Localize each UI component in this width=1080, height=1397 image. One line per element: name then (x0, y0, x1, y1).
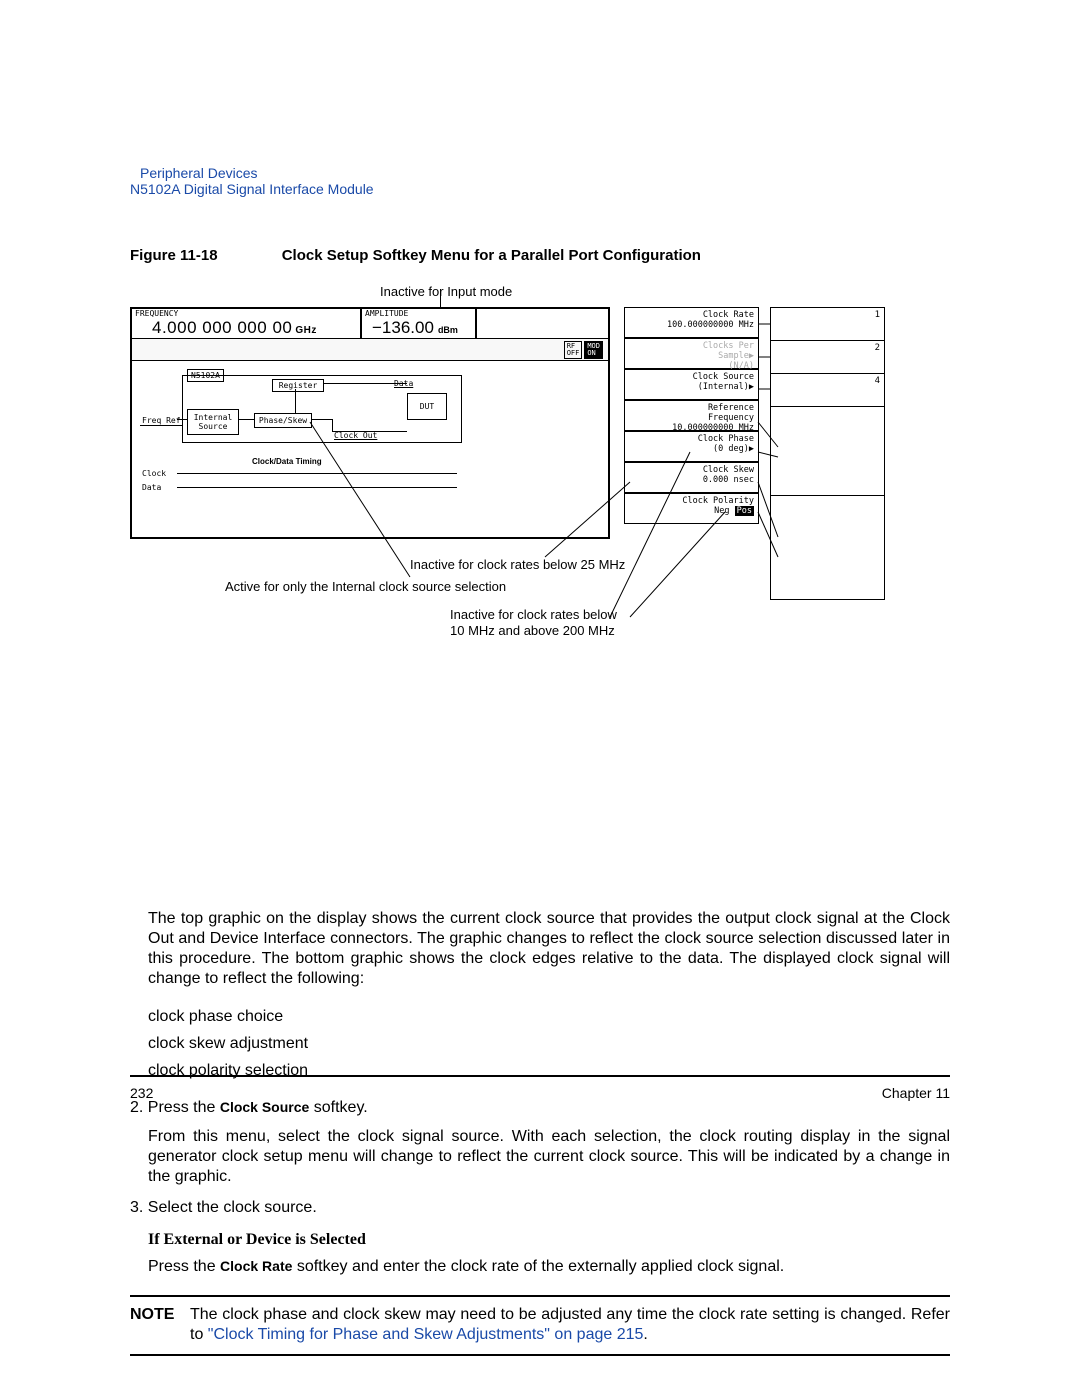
clock-rate-softkey-ref: Clock Rate (220, 1258, 292, 1274)
step-3-body: Press the Clock Rate softkey and enter t… (148, 1257, 950, 1277)
softkey-clock-phase[interactable]: Clock Phase (0 deg)▶ (624, 431, 759, 462)
note-block: NOTE The clock phase and clock skew may … (130, 1295, 950, 1357)
annotation-below-2: Active for only the Internal clock sourc… (225, 579, 506, 594)
softkey-clock-skew[interactable]: Clock Skew 0.000 nsec (624, 462, 759, 493)
instrument-screen: FREQUENCY 4.000 000 000 00GHz AMPLITUDE … (130, 307, 610, 539)
callout-box-4: 4 (770, 373, 885, 407)
callout-box-1: 1 (770, 307, 885, 341)
frequency-readout: FREQUENCY 4.000 000 000 00GHz (132, 309, 362, 338)
softkey-clock-polarity[interactable]: Clock Polarity Neg Pos (624, 493, 759, 524)
figure-number: Figure 11-18 (130, 247, 218, 264)
timing-clock-label: Clock (142, 469, 166, 478)
callout-box-large-2 (770, 495, 885, 600)
bullet-1: clock phase choice (148, 1003, 950, 1030)
amplitude-readout: AMPLITUDE −136.00dBm (362, 309, 477, 338)
page-number: 232 (130, 1085, 153, 1101)
figure-caption: Figure 11-18 Clock Setup Softkey Menu fo… (130, 247, 950, 264)
step-3: 3. Select the clock source. (130, 1199, 950, 1217)
step-2: 2. Press the Clock Source softkey. (130, 1099, 950, 1117)
annotation-below-1: Inactive for clock rates below 25 MHz (410, 557, 625, 572)
softkey-reference-frequency[interactable]: Reference Frequency 10.000000000 MHz (624, 400, 759, 431)
amplitude-value: −136.00dBm (362, 318, 475, 338)
rf-indicator: RF OFF (564, 341, 583, 359)
indicator-row: RF OFF MOD ON (132, 339, 608, 361)
callout-box-large-1 (770, 406, 885, 496)
annotation-top: Inactive for Input mode (380, 284, 950, 299)
annotation-below-3b: 10 MHz and above 200 MHz (450, 623, 615, 638)
note-body: The clock phase and clock skew may need … (190, 1305, 950, 1347)
mod-indicator: MOD ON (584, 341, 603, 359)
screenshot-figure: FREQUENCY 4.000 000 000 00GHz AMPLITUDE … (130, 307, 950, 539)
softkey-panel: Clock Rate 100.000000000 MHz Clocks Per … (624, 307, 759, 524)
softkey-clock-source[interactable]: Clock Source (Internal)▶ (624, 369, 759, 400)
softkey-clocks-per-sample[interactable]: Clocks Per Sample▶ (N/A) (624, 338, 759, 369)
chapter-label: Chapter 11 (882, 1085, 950, 1101)
body-para-1: The top graphic on the display shows the… (148, 909, 950, 989)
freq-ref-label: Freq Ref (140, 416, 183, 426)
frequency-value: 4.000 000 000 00GHz (132, 318, 360, 338)
callout-box-2: 2 (770, 340, 885, 374)
clock-routing-graphic: N5102A Register Data Freq Ref Internal S… (132, 361, 608, 537)
timing-data-label: Data (142, 483, 161, 492)
note-label: NOTE (130, 1305, 190, 1347)
figure-title: Clock Setup Softkey Menu for a Parallel … (282, 247, 701, 264)
header-link-2[interactable]: N5102A Digital Signal Interface Module (130, 181, 950, 197)
amplitude-label: AMPLITUDE (362, 309, 475, 318)
annotation-below-3a: Inactive for clock rates below (450, 607, 617, 622)
header-link-1[interactable]: Peripheral Devices (140, 165, 950, 181)
softkey-clock-rate[interactable]: Clock Rate 100.000000000 MHz (624, 307, 759, 338)
subheading: If External or Device is Selected (148, 1231, 950, 1249)
bullet-list: clock phase choice clock skew adjustment… (148, 1003, 950, 1085)
callout-boxes: 1 2 4 (770, 307, 885, 600)
step-2-body: From this menu, select the clock signal … (148, 1127, 950, 1187)
timing-title: Clock/Data Timing (252, 457, 322, 466)
bullet-2: clock skew adjustment (148, 1030, 950, 1057)
page-footer: 232 Chapter 11 (130, 1075, 950, 1101)
frequency-label: FREQUENCY (132, 309, 360, 318)
cross-reference-link[interactable]: "Clock Timing for Phase and Skew Adjustm… (208, 1326, 644, 1343)
